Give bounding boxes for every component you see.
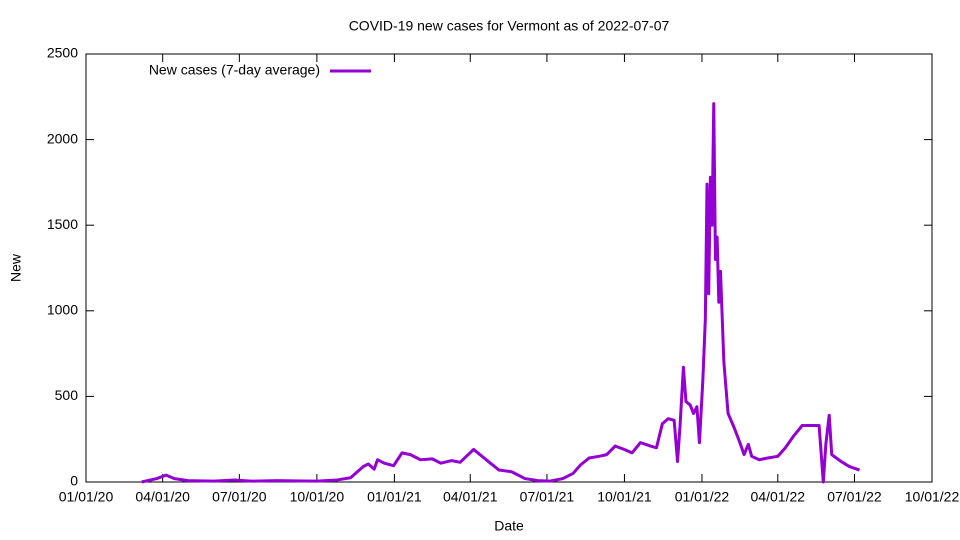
y-tick-label: 1500 bbox=[47, 216, 78, 232]
x-tick-label: 07/01/22 bbox=[827, 489, 882, 505]
x-tick-label: 07/01/20 bbox=[212, 489, 267, 505]
x-tick-label: 04/01/21 bbox=[443, 489, 498, 505]
x-tick-label: 07/01/21 bbox=[520, 489, 575, 505]
y-axis-label: New bbox=[8, 253, 24, 282]
x-tick-label: 10/01/21 bbox=[597, 489, 652, 505]
x-tick-label: 01/01/20 bbox=[59, 489, 114, 505]
x-tick-label: 01/01/22 bbox=[675, 489, 730, 505]
x-axis-label: Date bbox=[494, 518, 524, 534]
x-tick-label: 10/01/22 bbox=[905, 489, 960, 505]
y-tick-label: 0 bbox=[70, 473, 78, 489]
x-tick-label: 01/01/21 bbox=[367, 489, 422, 505]
x-tick-label: 04/01/22 bbox=[751, 489, 806, 505]
data-line bbox=[141, 102, 861, 484]
x-tick-label: 04/01/20 bbox=[135, 489, 190, 505]
x-tick-label: 10/01/20 bbox=[290, 489, 345, 505]
y-tick-label: 2500 bbox=[47, 45, 78, 61]
y-tick-label: 500 bbox=[55, 387, 79, 403]
y-tick-label: 1000 bbox=[47, 302, 78, 318]
legend-label: New cases (7-day average) bbox=[149, 62, 320, 78]
chart-title: COVID-19 new cases for Vermont as of 202… bbox=[349, 18, 670, 34]
y-tick-label: 2000 bbox=[47, 130, 78, 146]
plot-frame bbox=[85, 53, 933, 483]
